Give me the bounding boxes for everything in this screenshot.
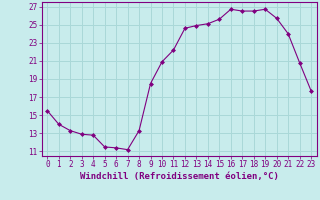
- X-axis label: Windchill (Refroidissement éolien,°C): Windchill (Refroidissement éolien,°C): [80, 172, 279, 181]
